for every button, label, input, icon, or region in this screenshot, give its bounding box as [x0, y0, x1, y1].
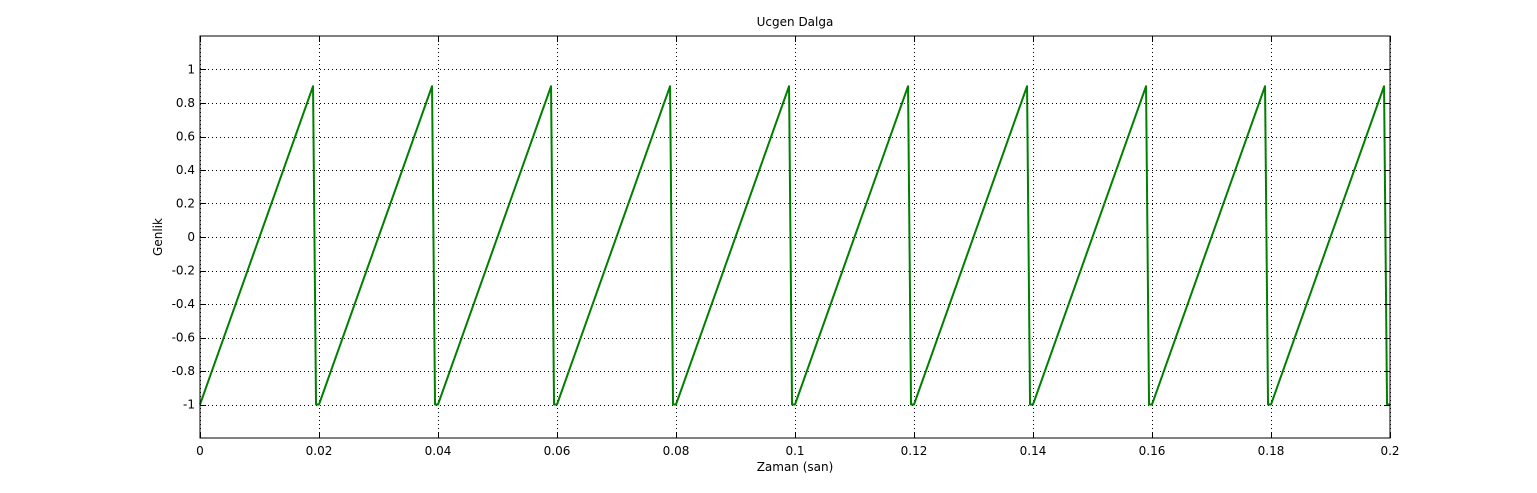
chart-title: Ucgen Dalga — [757, 15, 834, 29]
x-tick-label: 0.14 — [1020, 444, 1047, 458]
x-tick-label: 0.02 — [306, 444, 333, 458]
x-tick-label: 0 — [196, 444, 204, 458]
x-tick-label: 0.08 — [663, 444, 690, 458]
tick-labels-layer: 0 0.02 0.04 0.06 0.08 0.1 0.12 0.14 0.16 0.18 0.2 -… — [172, 63, 1400, 459]
y-tick-label: -1 — [183, 398, 195, 412]
y-axis-label: Genlik — [151, 218, 165, 256]
x-tick-label: 0.2 — [1380, 444, 1399, 458]
x-axis-label: Zaman (san) — [757, 460, 834, 474]
y-tick-label: -0.6 — [172, 331, 195, 345]
series-layer — [199, 85, 1390, 406]
y-tick-label: 0.6 — [176, 130, 195, 144]
x-tick-label: 0.16 — [1139, 444, 1166, 458]
ticks-layer — [200, 36, 1391, 438]
y-tick-label: 0.2 — [176, 197, 195, 211]
x-tick-label: 0.1 — [785, 444, 804, 458]
y-tick-label: 0.8 — [176, 96, 195, 110]
y-tick-label: -0.8 — [172, 364, 195, 378]
series-line — [199, 85, 1390, 406]
x-tick-label: 0.18 — [1258, 444, 1285, 458]
x-tick-label: 0.06 — [544, 444, 571, 458]
x-tick-label: 0.12 — [901, 444, 928, 458]
y-tick-label: -0.2 — [172, 264, 195, 278]
y-tick-label: 0.4 — [176, 163, 195, 177]
y-tick-label: 1 — [187, 63, 195, 77]
y-tick-label: 0 — [187, 230, 195, 244]
x-tick-label: 0.04 — [425, 444, 452, 458]
y-tick-label: -0.4 — [172, 297, 195, 311]
